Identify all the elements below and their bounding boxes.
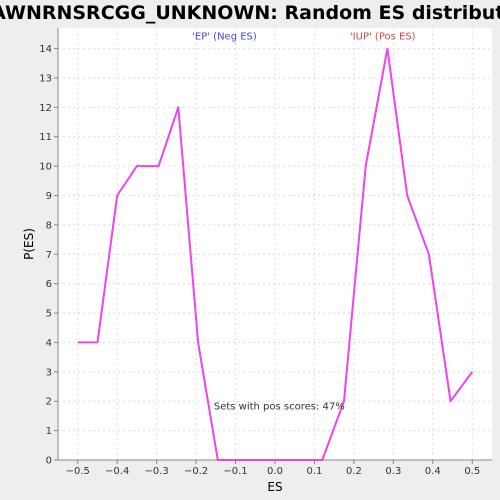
y-tick-label-12: 12 xyxy=(39,103,52,114)
annotation-0: 'EP' (Neg ES) xyxy=(192,31,257,42)
chart-title: ACAWNRNSRCGG_UNKNOWN: Random ES distribu… xyxy=(0,2,500,24)
x-tick-label-5: 0.0 xyxy=(267,466,283,477)
annotations: 'EP' (Neg ES) 'IUP' (Pos ES) Sets with pos… xyxy=(192,31,416,412)
x-tick-label-6: 0.1 xyxy=(307,466,323,477)
series-layer xyxy=(77,47,474,461)
y-tick-label-10: 10 xyxy=(39,162,52,173)
y-tick-label-13: 13 xyxy=(39,73,52,84)
y-tick-label-8: 8 xyxy=(46,220,52,231)
x-axis-label: ES xyxy=(267,480,282,494)
y-tick-label-0: 0 xyxy=(46,456,52,467)
y-tick-label-1: 1 xyxy=(46,426,52,437)
x-tick-label-10: 0.5 xyxy=(464,466,480,477)
y-tick-label-6: 6 xyxy=(46,279,52,290)
y-tick-label-14: 14 xyxy=(39,44,52,55)
x-tick-label-4: −0.1 xyxy=(223,466,247,477)
y-tick-label-2: 2 xyxy=(46,397,52,408)
y-tick-label-7: 7 xyxy=(46,250,52,261)
x-tick-label-9: 0.4 xyxy=(425,466,441,477)
x-tick-label-1: −0.4 xyxy=(105,466,129,477)
y-tick-label-4: 4 xyxy=(46,338,52,349)
axes: −0.5 −0.4 −0.3 −0.2 −0.1 0.0 0.1 0.2 0.3 0.4 0.5 0 1… xyxy=(39,28,492,477)
x-tick-label-2: −0.3 xyxy=(144,466,168,477)
y-tick-label-3: 3 xyxy=(46,367,52,378)
y-tick-label-11: 11 xyxy=(39,132,52,143)
annotation-2: Sets with pos scores: 47% xyxy=(214,402,345,413)
annotation-1: 'IUP' (Pos ES) xyxy=(350,31,416,42)
x-tick-label-3: −0.2 xyxy=(184,466,208,477)
y-tick-label-5: 5 xyxy=(46,309,52,320)
x-tick-label-0: −0.5 xyxy=(66,466,90,477)
x-tick-label-7: 0.2 xyxy=(346,466,362,477)
y-tick-label-9: 9 xyxy=(46,191,52,202)
series-line-0 xyxy=(77,47,474,461)
x-tick-label-8: 0.3 xyxy=(385,466,401,477)
y-axis-label: P(ES) xyxy=(22,228,36,260)
